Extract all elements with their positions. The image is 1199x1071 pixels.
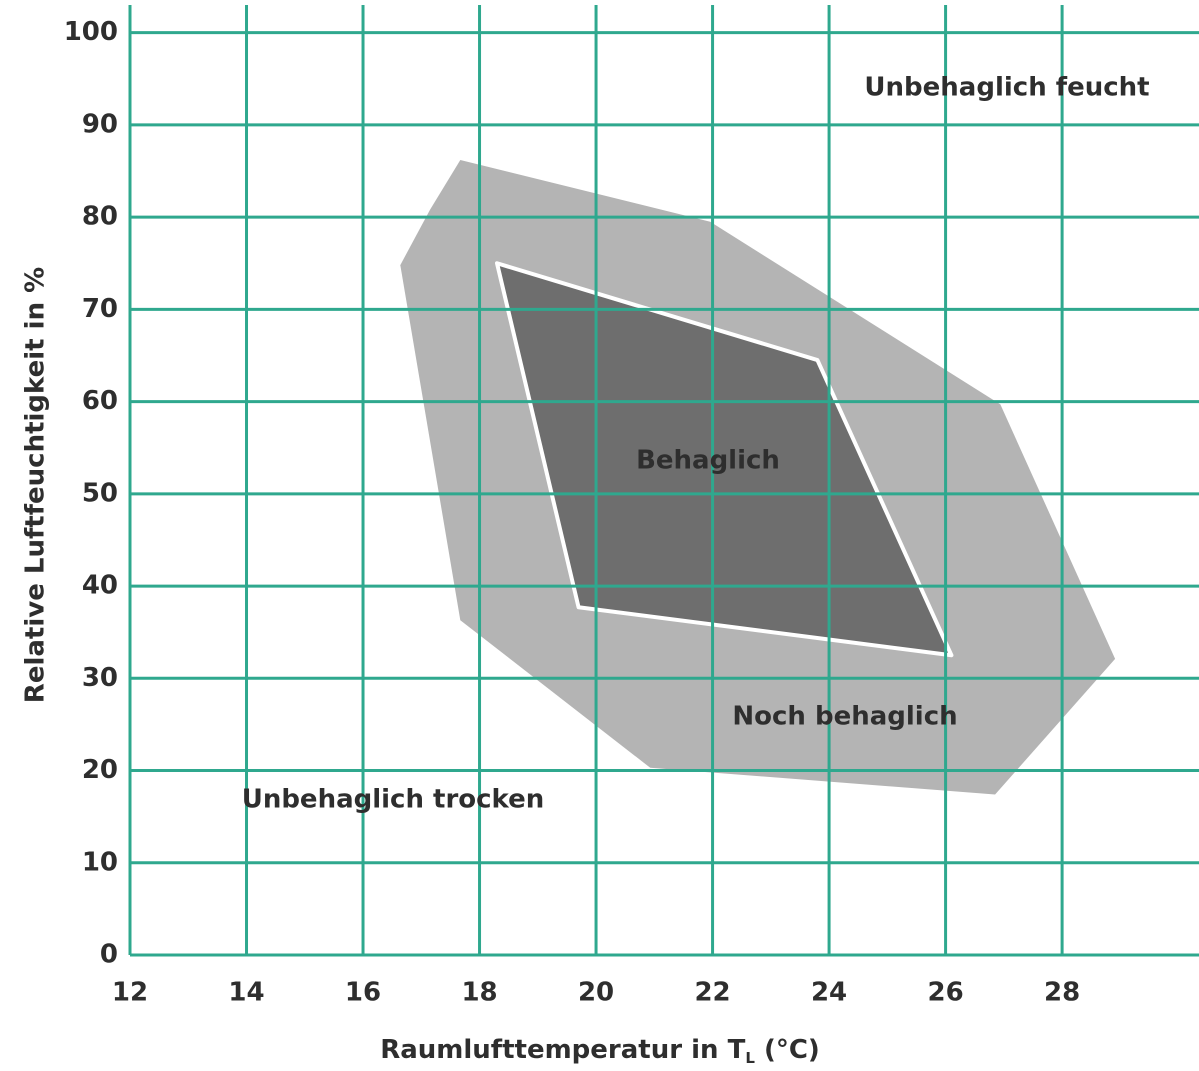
- y-axis-label: Relative Luftfeuchtigkeit in %: [21, 267, 51, 703]
- y-tick-label: 40: [82, 571, 118, 601]
- y-tick-label: 50: [82, 478, 118, 508]
- y-tick-label: 80: [82, 202, 118, 232]
- x-tick-label: 12: [112, 978, 148, 1008]
- x-tick-label: 24: [811, 978, 847, 1008]
- x-tick-label: 22: [694, 978, 730, 1008]
- x-tick-label: 14: [228, 978, 264, 1008]
- x-tick-label: 16: [345, 978, 381, 1008]
- region-label: Behaglich: [636, 446, 780, 476]
- x-label-main: Raumlufttemperatur in T: [380, 1035, 745, 1065]
- y-tick-label: 60: [82, 386, 118, 416]
- y-tick-label: 20: [82, 755, 118, 785]
- y-tick-label: 70: [82, 294, 118, 324]
- y-tick-label: 30: [82, 663, 118, 693]
- x-tick-label: 28: [1044, 978, 1080, 1008]
- x-tick-label: 26: [927, 978, 963, 1008]
- annotation: Unbehaglich trocken: [242, 785, 545, 815]
- y-tick-label: 90: [82, 109, 118, 139]
- region-label: Noch behaglich: [732, 702, 957, 732]
- x-label-sub: L: [745, 1049, 755, 1067]
- y-tick-label: 0: [100, 940, 118, 970]
- x-tick-label: 18: [461, 978, 497, 1008]
- y-tick-label: 100: [64, 17, 118, 47]
- x-tick-label: 20: [578, 978, 614, 1008]
- x-label-unit: (°C): [755, 1035, 820, 1065]
- y-tick-label: 10: [82, 847, 118, 877]
- annotation: Unbehaglich feucht: [864, 73, 1149, 103]
- x-axis-label: Raumlufttemperatur in TL (°C): [380, 1035, 820, 1067]
